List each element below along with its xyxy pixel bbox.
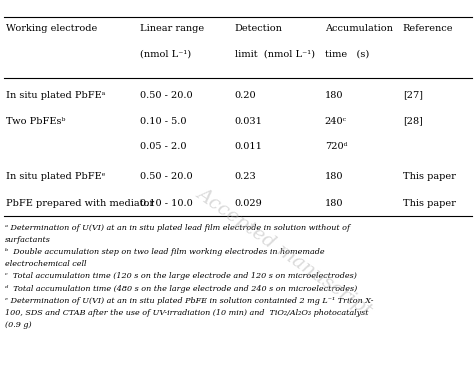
Text: 0.029: 0.029 bbox=[235, 199, 263, 208]
Text: In situ plated PbFEᵃ: In situ plated PbFEᵃ bbox=[6, 91, 106, 100]
Text: 0.10 - 10.0: 0.10 - 10.0 bbox=[140, 199, 192, 208]
Text: 720ᵈ: 720ᵈ bbox=[325, 142, 347, 151]
Text: 180: 180 bbox=[325, 199, 343, 208]
Text: ᵃ Determination of U(VI) at an in situ plated lead film electrode in solution wi: ᵃ Determination of U(VI) at an in situ p… bbox=[5, 224, 350, 232]
Text: 0.05 - 2.0: 0.05 - 2.0 bbox=[140, 142, 186, 151]
Text: 180: 180 bbox=[325, 172, 343, 181]
Text: 240ᶜ: 240ᶜ bbox=[325, 117, 346, 125]
Text: electrochemical cell: electrochemical cell bbox=[5, 260, 86, 268]
Text: This paper: This paper bbox=[403, 199, 456, 208]
Text: [27]: [27] bbox=[403, 91, 423, 100]
Text: 0.50 - 20.0: 0.50 - 20.0 bbox=[140, 91, 192, 100]
Text: (0.9 g): (0.9 g) bbox=[5, 321, 31, 329]
Text: ᵈ  Total accumulation time (480 s on the large electrode and 240 s on microelect: ᵈ Total accumulation time (480 s on the … bbox=[5, 285, 357, 293]
Text: ᵉ Determination of U(VI) at an in situ plated PbFE in solution containied 2 mg L: ᵉ Determination of U(VI) at an in situ p… bbox=[5, 297, 373, 305]
Text: Accumulation: Accumulation bbox=[325, 24, 392, 33]
Text: Accepted manuscript: Accepted manuscript bbox=[193, 184, 375, 319]
Text: 0.10 - 5.0: 0.10 - 5.0 bbox=[140, 117, 186, 125]
Text: 0.50 - 20.0: 0.50 - 20.0 bbox=[140, 172, 192, 181]
Text: Detection: Detection bbox=[235, 24, 283, 33]
Text: Linear range: Linear range bbox=[140, 24, 204, 33]
Text: (nmol L⁻¹): (nmol L⁻¹) bbox=[140, 50, 191, 59]
Text: Reference: Reference bbox=[403, 24, 454, 33]
Text: limit  (nmol L⁻¹): limit (nmol L⁻¹) bbox=[235, 50, 315, 59]
Text: ᵇ  Double accumulation step on two lead film working electrodes in homemade: ᵇ Double accumulation step on two lead f… bbox=[5, 248, 324, 256]
Text: 0.011: 0.011 bbox=[235, 142, 263, 151]
Text: In situ plated PbFEᵉ: In situ plated PbFEᵉ bbox=[6, 172, 106, 181]
Text: surfactants: surfactants bbox=[5, 236, 51, 244]
Text: 180: 180 bbox=[325, 91, 343, 100]
Text: 0.031: 0.031 bbox=[235, 117, 263, 125]
Text: Working electrode: Working electrode bbox=[6, 24, 98, 33]
Text: Two PbFEsᵇ: Two PbFEsᵇ bbox=[6, 117, 65, 125]
Text: 0.23: 0.23 bbox=[235, 172, 256, 181]
Text: 0.20: 0.20 bbox=[235, 91, 256, 100]
Text: 100, SDS and CTAB after the use of UV-irradiation (10 min) and  TiO₂/Al₂O₃ photo: 100, SDS and CTAB after the use of UV-ir… bbox=[5, 309, 368, 317]
Text: [28]: [28] bbox=[403, 117, 423, 125]
Text: ᶜ  Total accumulation time (120 s on the large electrode and 120 s on microelect: ᶜ Total accumulation time (120 s on the … bbox=[5, 272, 356, 280]
Text: time   (s): time (s) bbox=[325, 50, 369, 59]
Text: PbFE prepared with mediator: PbFE prepared with mediator bbox=[6, 199, 155, 208]
Text: This paper: This paper bbox=[403, 172, 456, 181]
